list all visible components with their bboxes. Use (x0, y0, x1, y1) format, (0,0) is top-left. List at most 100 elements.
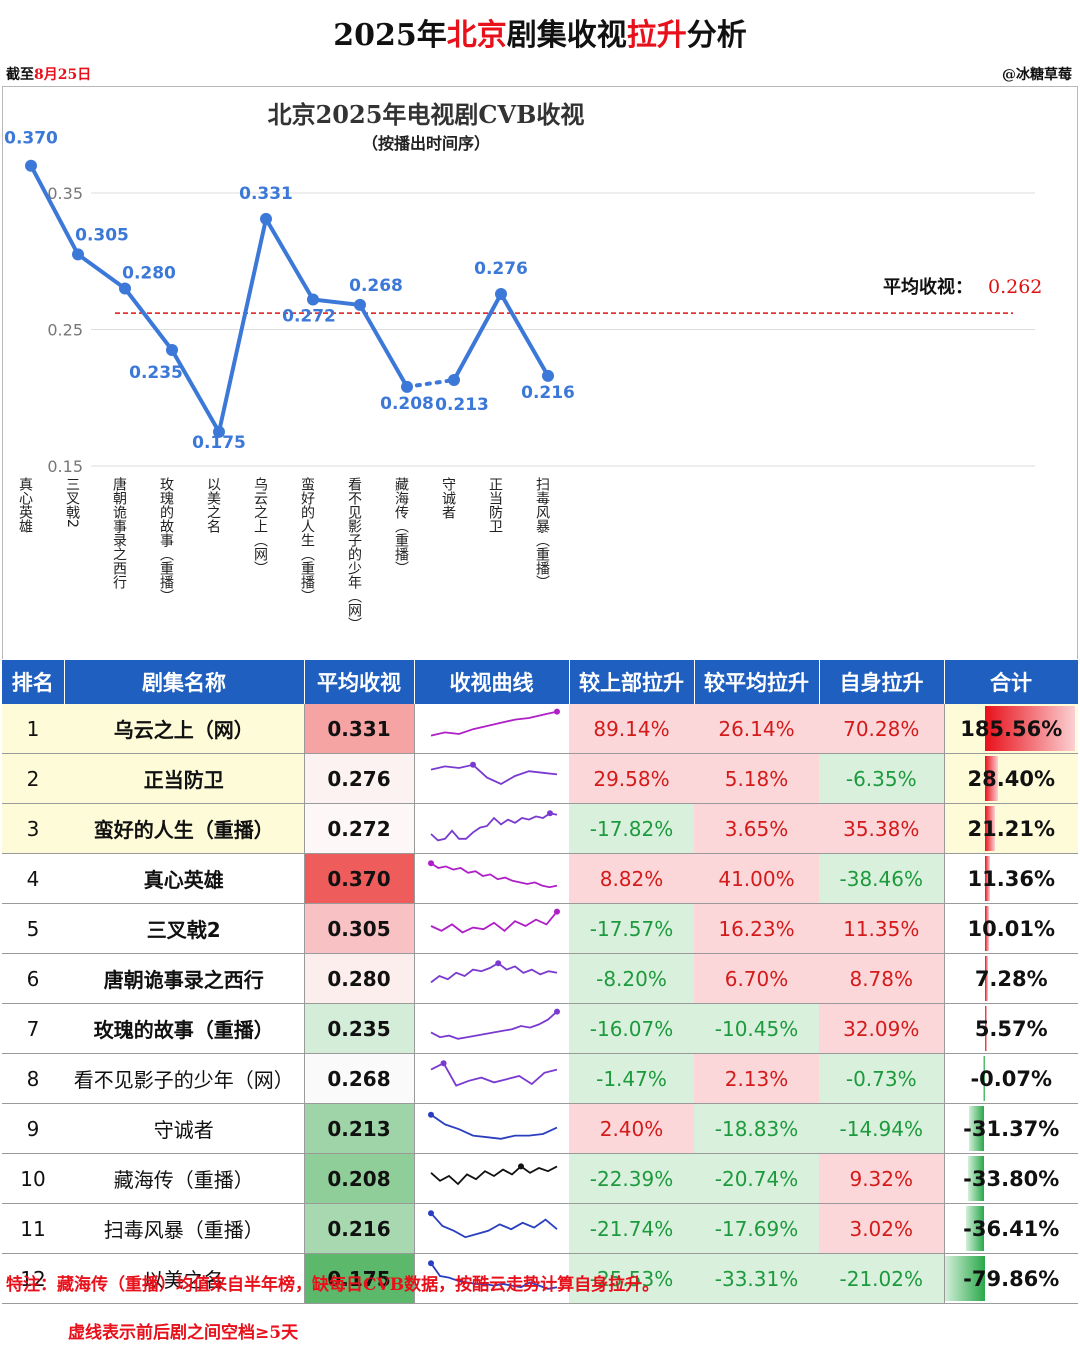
total-bar (984, 906, 990, 951)
self-lift-cell: 32.09% (819, 1003, 944, 1054)
self-lift-cell: 8.78% (819, 953, 944, 1004)
sparkline-cell (414, 853, 569, 904)
sparkline (430, 1163, 558, 1186)
drama-name-cell: 真心英雄 (64, 853, 304, 904)
y-tick-label: 0.15 (47, 457, 83, 476)
vs-prev-cell: -21.74% (569, 1203, 694, 1254)
data-label: 0.305 (75, 225, 129, 245)
sparkline-peak-point (553, 708, 560, 715)
x-category-label: 玫瑰的故事（重播） (158, 477, 174, 603)
vs-prev-cell: -17.82% (569, 803, 694, 854)
sparkline-path (430, 1062, 557, 1087)
sparkline-cell (414, 1053, 569, 1104)
sparkline-peak-point (546, 810, 553, 817)
sparkline (430, 1008, 560, 1040)
rank-cell: 1 (2, 704, 64, 754)
rank-cell: 5 (2, 903, 64, 954)
vs-prev-cell: 89.14% (569, 704, 694, 754)
rank-cell: 10 (2, 1153, 64, 1204)
line-chart: 北京2025年电视剧CVB收视 （按播出时间序） 0.35 0.25 0.15 平均收视：… (4, 100, 1042, 631)
rank-cell: 3 (2, 803, 64, 854)
table-row: 7 玫瑰的故事（重播） 0.235 -16.07% -10.45% 32.09% 5.57% (2, 1003, 1078, 1054)
vs-avg-cell: -33.31% (694, 1253, 819, 1304)
self-lift-cell: -14.94% (819, 1103, 944, 1154)
sparkline-peak-point (553, 908, 560, 915)
sparkline-cell (414, 1003, 569, 1054)
total-value: -31.37% (963, 1116, 1060, 1141)
data-label: 0.268 (349, 276, 403, 296)
x-category-label: 藏海传（重播） (393, 477, 409, 575)
drama-name-cell: 唐朝诡事录之西行 (64, 953, 304, 1004)
header-vs-avg: 较平均拉升 (694, 660, 820, 704)
data-label: 0.370 (4, 129, 58, 149)
series-segment (311, 297, 362, 307)
series-segment (29, 163, 80, 257)
vs-avg-cell: -10.45% (694, 1003, 819, 1054)
sparkline-peak-point (427, 1260, 434, 1267)
vs-prev-cell: 2.40% (569, 1103, 694, 1154)
sparkline-cell (414, 1253, 569, 1304)
sparkline-cell (414, 1203, 569, 1254)
total-bar (984, 706, 1075, 751)
sparkline-cell (414, 753, 569, 804)
drama-name-cell: 三叉戟2 (64, 903, 304, 954)
avg-rating-cell: 0.370 (303, 853, 415, 904)
self-lift-cell: -6.35% (819, 753, 944, 804)
total-cell: 5.57% (943, 1003, 1078, 1054)
total-cell: 185.56% (943, 704, 1078, 754)
sparkline-path (430, 1010, 558, 1040)
data-label: 0.208 (380, 394, 434, 414)
avg-rating-cell: 0.305 (303, 903, 415, 954)
total-value: 21.21% (967, 816, 1055, 841)
sparkline-peak-point (427, 1210, 434, 1217)
footnote: 特注：藏海传（重播）均值来自半年榜，缺每日CVB数据，按酷云走势计算自身拉升。 (6, 1275, 660, 1295)
series-segment (170, 347, 221, 434)
sparkline (430, 1060, 557, 1087)
x-category-label: 以美之名 (205, 477, 221, 533)
sparkline-peak-point (553, 1008, 560, 1015)
avg-rating-cell: 0.175 (303, 1253, 415, 1304)
sparkline (427, 860, 557, 889)
total-cell: -36.41% (943, 1203, 1078, 1254)
sparkline-path (430, 710, 557, 737)
as-of-date: 截至8月25日 (6, 67, 92, 83)
header-total: 合计 (944, 660, 1079, 704)
drama-name-cell: 以美之名 (64, 1253, 304, 1304)
avg-rating-cell: 0.272 (303, 803, 415, 854)
sparkline-path (430, 911, 558, 934)
avg-rating-cell: 0.208 (303, 1153, 415, 1204)
total-cell: -33.80% (943, 1153, 1078, 1204)
sparkline-cell (414, 1153, 569, 1204)
drama-name-cell: 藏海传（重播） (64, 1153, 304, 1204)
vs-prev-cell: -1.47% (569, 1053, 694, 1104)
sparkline-peak-point (427, 860, 434, 867)
y-tick-label: 0.35 (47, 184, 83, 203)
total-bar (984, 1006, 988, 1051)
series-segment (217, 216, 268, 434)
total-cell: 11.36% (943, 853, 1078, 904)
sparkline-path (430, 1114, 558, 1140)
series-segment (123, 286, 174, 352)
sparkline-path (430, 812, 557, 842)
avg-rating-cell: 0.268 (303, 1053, 415, 1104)
data-label: 0.175 (192, 433, 246, 453)
vs-avg-cell: 3.65% (694, 803, 819, 854)
total-value: -0.07% (970, 1066, 1053, 1091)
vs-prev-cell: -17.57% (569, 903, 694, 954)
sparkline (427, 1111, 558, 1140)
data-label: 0.235 (129, 363, 183, 383)
total-cell: -0.07% (943, 1053, 1078, 1104)
sparkline-path (430, 1212, 558, 1239)
header-curve: 收视曲线 (414, 660, 570, 704)
table-row: 9 守诚者 0.213 2.40% -18.83% -14.94% -31.37% (2, 1103, 1078, 1154)
sparkline-cell (414, 803, 569, 854)
sparkline (430, 810, 557, 842)
total-value: 28.40% (967, 766, 1055, 791)
total-cell: 10.01% (943, 903, 1078, 954)
self-lift-cell: -21.02% (819, 1253, 944, 1304)
sparkline-path (430, 862, 557, 889)
data-point (354, 298, 366, 311)
vs-prev-cell: -16.07% (569, 1003, 694, 1054)
table-row: 1 乌云之上（网） 0.331 89.14% 26.14% 70.28% 185.56% (2, 704, 1078, 754)
table-row: 3 蛮好的人生（重播） 0.272 -17.82% 3.65% 35.38% 21.21% (2, 803, 1078, 854)
